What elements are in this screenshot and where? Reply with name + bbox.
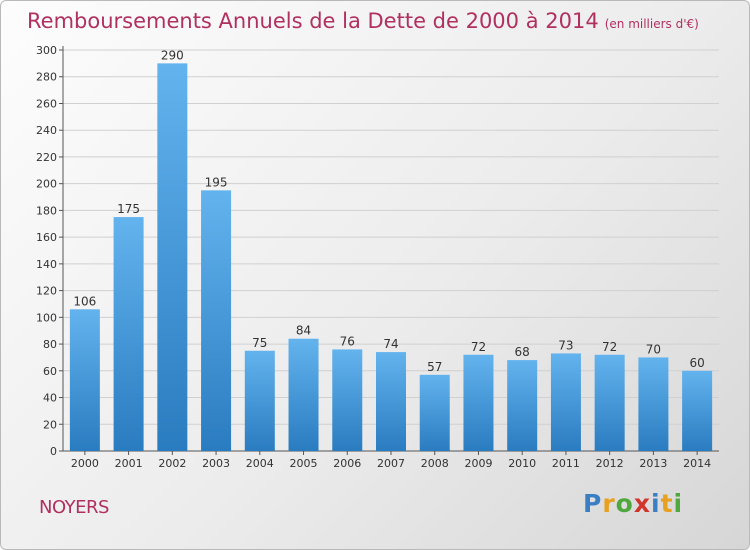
bar — [201, 190, 232, 451]
x-tick-label: 2001 — [115, 457, 143, 470]
chart-title: Remboursements Annuels de la Dette de 20… — [27, 9, 599, 33]
x-tick-label: 2014 — [683, 457, 711, 470]
x-tick-label: 2007 — [377, 457, 405, 470]
bar — [550, 353, 581, 451]
bar — [157, 63, 188, 451]
logo-letter: o — [615, 489, 634, 518]
data-label: 74 — [383, 337, 398, 351]
bars — [69, 63, 713, 451]
axes: 0 20 40 60 80 100 120 140 160 180 200 220 240 260 280 3… — [36, 44, 719, 458]
data-label: 290 — [161, 48, 184, 62]
y-tick-label: 20 — [43, 418, 57, 431]
y-tick-label: 40 — [43, 392, 57, 405]
x-tick-label: 2011 — [552, 457, 580, 470]
data-label: 76 — [340, 334, 355, 348]
x-tick-label: 2008 — [421, 457, 449, 470]
logo-letter: r — [602, 489, 616, 518]
x-tick-label: 2002 — [158, 457, 186, 470]
data-label: 84 — [296, 324, 311, 338]
bar — [682, 370, 713, 451]
data-label: 72 — [471, 340, 486, 354]
bar — [419, 374, 450, 451]
x-tick-label: 2006 — [333, 457, 361, 470]
y-tick-label: 260 — [36, 97, 57, 110]
data-label: 73 — [558, 338, 573, 352]
y-tick-label: 180 — [36, 204, 57, 217]
y-tick-label: 220 — [36, 151, 57, 164]
y-tick-label: 60 — [43, 365, 57, 378]
bar — [594, 354, 625, 451]
y-tick-label: 120 — [36, 285, 57, 298]
logo-letter: i — [651, 489, 661, 518]
y-tick-label: 240 — [36, 124, 57, 137]
x-tick-label: 2012 — [596, 457, 624, 470]
bar — [507, 360, 538, 451]
y-tick-label: 300 — [36, 44, 57, 57]
commune-name: NOYERS — [39, 497, 109, 518]
x-tick-label: 2009 — [464, 457, 492, 470]
chart-unit: (en milliers d'€) — [604, 17, 699, 31]
data-label: 72 — [602, 340, 617, 354]
y-tick-label: 200 — [36, 178, 57, 191]
labels: 106 2000 175 2001 290 2002 195 2003 75 2004 84 2005… — [71, 48, 711, 470]
data-label: 195 — [205, 175, 228, 189]
x-tick-label: 2004 — [246, 457, 274, 470]
data-label: 70 — [646, 342, 661, 356]
x-tick-label: 2013 — [639, 457, 667, 470]
bar — [69, 309, 100, 451]
x-tick-label: 2005 — [290, 457, 318, 470]
x-tick-label: 2010 — [508, 457, 536, 470]
data-label: 75 — [252, 336, 267, 350]
y-tick-label: 0 — [50, 445, 57, 458]
chart-title-block: Remboursements Annuels de la Dette de 20… — [27, 9, 699, 33]
proxiti-logo: Proxiti — [583, 489, 683, 518]
data-label: 60 — [689, 356, 704, 370]
y-tick-label: 140 — [36, 258, 57, 271]
data-label: 68 — [515, 345, 530, 359]
x-tick-label: 2000 — [71, 457, 99, 470]
logo-letter: t — [660, 489, 674, 518]
data-label: 175 — [117, 202, 140, 216]
y-tick-label: 160 — [36, 231, 57, 244]
y-tick-label: 100 — [36, 311, 57, 324]
x-tick-label: 2003 — [202, 457, 230, 470]
bar — [244, 350, 275, 451]
bar — [288, 338, 319, 451]
logo-letter: x — [633, 489, 651, 518]
y-tick-label: 280 — [36, 71, 57, 84]
logo-letter: i — [673, 489, 684, 518]
bar — [332, 349, 363, 451]
data-label: 57 — [427, 360, 442, 374]
bar — [463, 354, 494, 451]
bar — [638, 357, 669, 451]
y-tick-label: 80 — [43, 338, 57, 351]
bar — [376, 352, 406, 451]
bar — [113, 217, 144, 451]
logo-letter: P — [583, 489, 603, 518]
data-label: 106 — [73, 294, 96, 308]
